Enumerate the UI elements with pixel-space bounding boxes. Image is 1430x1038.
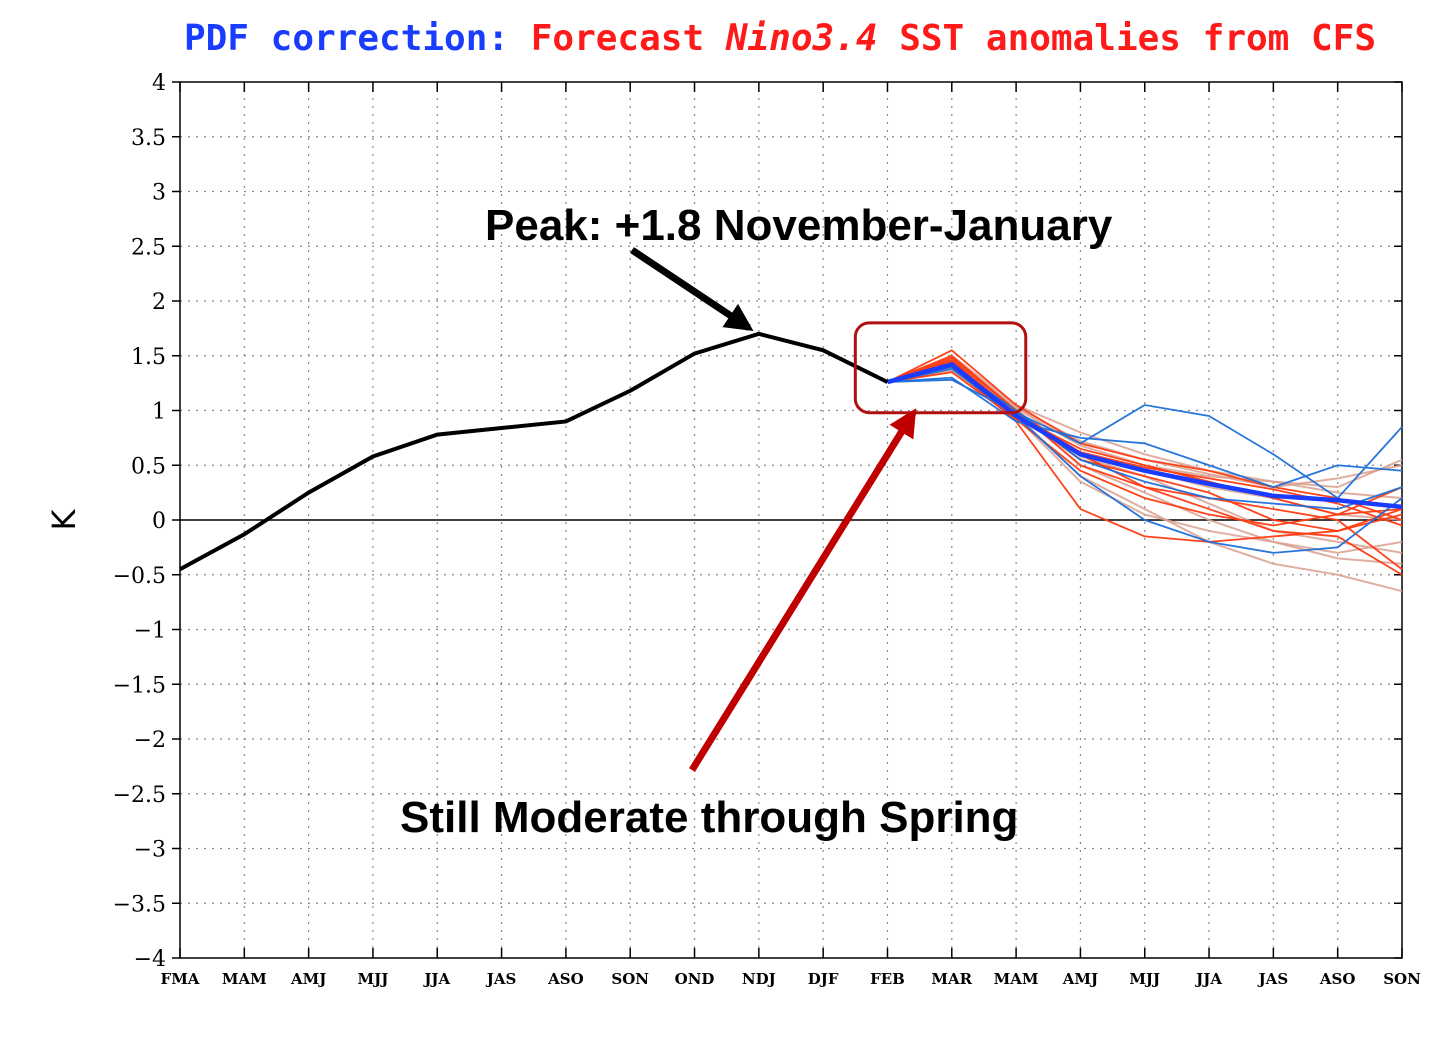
x-tick-label-5: JAS bbox=[485, 970, 517, 988]
y-tick-label-15: 3.5 bbox=[131, 126, 166, 151]
x-axis-ticks: FMA MAM AMJ MJJ JJA JAS ASO SON OND NDJ DJF FEB MAR M… bbox=[161, 82, 1421, 988]
observed-line bbox=[179, 331, 889, 572]
x-tick-label-9: NDJ bbox=[742, 970, 776, 988]
ensemble-member-line-14 bbox=[887, 360, 1403, 554]
ensemble-mean bbox=[886, 362, 1403, 510]
y-tick-label-6: −1 bbox=[134, 619, 166, 644]
y-axis-ticks: −4 −3.5 −3 −2.5 −2 −1.5 −1 −0.5 0 0.5 1 1.5 2 2.5 3 3.5… bbox=[113, 71, 1402, 972]
ensemble-member-line-19 bbox=[887, 370, 1403, 565]
highlight-box bbox=[853, 321, 1028, 415]
y-tick-label-7: −0.5 bbox=[113, 564, 166, 589]
ensemble-member-line-8 bbox=[887, 378, 1403, 500]
y-tick-label-11: 1.5 bbox=[131, 345, 166, 370]
ensemble-member-line-13 bbox=[887, 365, 1403, 593]
y-tick-label-14: 3 bbox=[152, 181, 166, 206]
y-tick-label-10: 1 bbox=[152, 400, 166, 425]
ensemble-member-line-16 bbox=[887, 354, 1403, 500]
y-tick-label-9: 0.5 bbox=[131, 454, 166, 479]
x-tick-label-0: FMA bbox=[161, 970, 200, 988]
y-tick-label-8: 0 bbox=[152, 509, 166, 534]
y-tick-label-12: 2 bbox=[152, 290, 166, 315]
ensemble-member-line-9 bbox=[887, 367, 1403, 554]
annotation-peak-arrow bbox=[630, 247, 754, 331]
annotation-spring-label: Still Moderate through Spring bbox=[400, 793, 1018, 842]
y-tick-label-4: −2 bbox=[134, 728, 166, 753]
x-tick-label-10: DJF bbox=[808, 970, 839, 988]
title-part-1: Forecast bbox=[509, 18, 704, 59]
title-part-0: PDF correction: bbox=[184, 18, 509, 59]
ensemble-member-line-4 bbox=[887, 356, 1403, 576]
y-tick-label-13: 2.5 bbox=[131, 235, 166, 260]
x-tick-label-19: SON bbox=[1383, 970, 1421, 988]
x-tick-label-1: MAM bbox=[222, 970, 267, 988]
x-tick-label-17: JAS bbox=[1257, 970, 1289, 988]
x-tick-label-6: ASO bbox=[547, 970, 584, 988]
y-tick-label-3: −2.5 bbox=[113, 783, 166, 808]
observed-series bbox=[179, 331, 889, 572]
annotation-peak-label: Peak: +1.8 November-January bbox=[485, 201, 1113, 250]
x-tick-label-11: FEB bbox=[870, 970, 905, 988]
x-tick-label-3: MJJ bbox=[358, 970, 389, 988]
x-tick-label-8: OND bbox=[675, 970, 715, 988]
x-tick-label-7: SON bbox=[611, 970, 649, 988]
x-tick-label-16: JJA bbox=[1194, 970, 1222, 988]
annotations: Peak: +1.8 November-January Still Moderat… bbox=[400, 201, 1113, 842]
ensemble-member-line-3 bbox=[887, 349, 1403, 521]
ensemble-member-line-10 bbox=[887, 376, 1403, 489]
x-tick-label-14: AMJ bbox=[1062, 970, 1098, 988]
x-tick-label-15: MJJ bbox=[1129, 970, 1160, 988]
y-axis-label: K bbox=[45, 508, 83, 530]
chart-title: PDF correction: Forecast Nino3.4 SST ano… bbox=[184, 18, 1376, 59]
x-tick-label-4: JJA bbox=[422, 970, 450, 988]
y-tick-label-1: −3.5 bbox=[113, 892, 166, 917]
ensemble-member-line-5 bbox=[887, 363, 1403, 532]
x-tick-label-13: MAM bbox=[994, 970, 1039, 988]
x-tick-label-2: AMJ bbox=[290, 970, 326, 988]
annotation-spring-arrow bbox=[689, 408, 917, 772]
title-part-3: SST anomalies from CFS bbox=[878, 18, 1377, 59]
y-tick-label-0: −4 bbox=[134, 947, 166, 972]
highlight-rect bbox=[853, 321, 1028, 415]
y-tick-label-2: −3 bbox=[134, 838, 166, 863]
y-tick-label-5: −1.5 bbox=[113, 673, 166, 698]
title-part-2: Nino3.4 bbox=[704, 18, 877, 59]
x-tick-label-18: ASO bbox=[1319, 970, 1356, 988]
y-tick-label-16: 4 bbox=[152, 71, 166, 96]
ensemble-member-line-6 bbox=[887, 371, 1403, 527]
ensemble-mean-line bbox=[886, 362, 1403, 510]
x-tick-label-12: MAR bbox=[931, 970, 972, 988]
